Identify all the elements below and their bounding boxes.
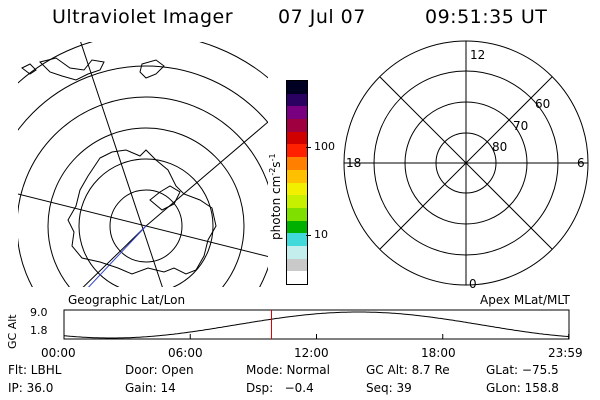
antarctica-coastline bbox=[67, 149, 217, 275]
geographic-caption: Geographic Lat/Lon bbox=[68, 293, 186, 307]
colorbar-unit-label: photon cm-2s-1 bbox=[268, 153, 283, 240]
coastline bbox=[139, 59, 165, 79]
coastline bbox=[21, 63, 37, 75]
colorbar-segment bbox=[287, 271, 307, 284]
mlt-label-6: 6 bbox=[577, 156, 585, 170]
apex-caption: Apex MLat/MLT bbox=[480, 293, 570, 307]
mlt-line bbox=[379, 76, 553, 250]
colorbar-gradient bbox=[286, 80, 308, 285]
colorbar-segment bbox=[287, 169, 307, 183]
colorbar-segment bbox=[287, 220, 307, 234]
colorbar-segment bbox=[287, 81, 307, 94]
mlt-label-0: 0 bbox=[469, 277, 477, 291]
longitude-line bbox=[18, 193, 268, 258]
observation-date: 07 Jul 07 bbox=[278, 6, 366, 28]
glon-readout: GLon: 158.8 bbox=[486, 381, 559, 395]
instrument-title: Ultraviolet Imager bbox=[52, 6, 234, 28]
time-axis-ticks bbox=[63, 334, 570, 339]
colorbar-segment bbox=[287, 157, 307, 170]
colorbar-segment bbox=[287, 131, 307, 145]
time-tick-label: 23:59 bbox=[548, 346, 583, 360]
mlt-label-18: 18 bbox=[346, 156, 362, 170]
colorbar-segment bbox=[287, 106, 307, 120]
time-tick-label: 12:00 bbox=[294, 346, 329, 360]
colorbar-segment bbox=[287, 258, 307, 272]
seq-readout: Seq: 39 bbox=[366, 381, 412, 395]
coastline bbox=[149, 185, 181, 211]
latitude-circle bbox=[18, 96, 268, 287]
colorbar-segment bbox=[287, 182, 307, 196]
altitude-ytick: 9.0 bbox=[30, 306, 48, 319]
colorbar-tick-label: 10 bbox=[314, 228, 328, 241]
terminator-line bbox=[88, 225, 147, 287]
dsp-readout: Dsp: −0.4 bbox=[246, 381, 314, 395]
latitude-circle bbox=[47, 127, 245, 287]
colorbar-segment bbox=[287, 93, 307, 107]
colorbar-tick bbox=[306, 235, 311, 236]
mlat-label-70: 70 bbox=[513, 119, 529, 133]
colorbar-segment bbox=[287, 144, 307, 158]
altitude-axis-label: GC Alt bbox=[6, 314, 19, 349]
latitude-circle bbox=[78, 158, 214, 287]
altitude-ytick: 1.8 bbox=[30, 324, 48, 337]
gain-readout: Gain: 14 bbox=[125, 381, 176, 395]
longitude-line bbox=[80, 42, 163, 287]
colorbar-segment bbox=[287, 245, 307, 259]
time-tick-label: 18:00 bbox=[421, 346, 456, 360]
latitude-circle bbox=[18, 42, 268, 84]
glat-readout: GLat: −75.5 bbox=[486, 363, 559, 377]
altitude-plot bbox=[63, 309, 570, 340]
coastline bbox=[39, 57, 105, 81]
colorbar-segment bbox=[287, 233, 307, 246]
longitude-line bbox=[145, 121, 268, 227]
colorbar-tick-label: 100 bbox=[314, 140, 335, 153]
time-tick-label: 06:00 bbox=[168, 346, 203, 360]
mlt-label-12: 12 bbox=[470, 48, 486, 62]
gc-alt-readout: GC Alt: 8.7 Re bbox=[366, 363, 450, 377]
geographic-map bbox=[18, 42, 268, 287]
colorbar-segment bbox=[287, 119, 307, 132]
latitude-circle bbox=[109, 189, 183, 263]
mlat-label-80: 80 bbox=[492, 140, 508, 154]
latitude-circle bbox=[18, 65, 268, 131]
filter-readout: Flt: LBHL bbox=[8, 363, 62, 377]
colorbar-segment bbox=[287, 207, 307, 221]
altitude-curve bbox=[63, 311, 570, 339]
observation-time: 09:51:35 UT bbox=[425, 6, 548, 28]
mlat-label-60: 60 bbox=[535, 97, 551, 111]
longitude-line bbox=[82, 225, 147, 287]
time-tick-label: 00:00 bbox=[41, 346, 76, 360]
mode-readout: Mode: Normal bbox=[246, 363, 330, 377]
mlat-mlt-grid bbox=[343, 40, 589, 286]
ip-readout: IP: 36.0 bbox=[8, 381, 54, 395]
colorbar-segment bbox=[287, 195, 307, 208]
door-readout: Door: Open bbox=[125, 363, 194, 377]
colorbar-tick bbox=[306, 147, 311, 148]
